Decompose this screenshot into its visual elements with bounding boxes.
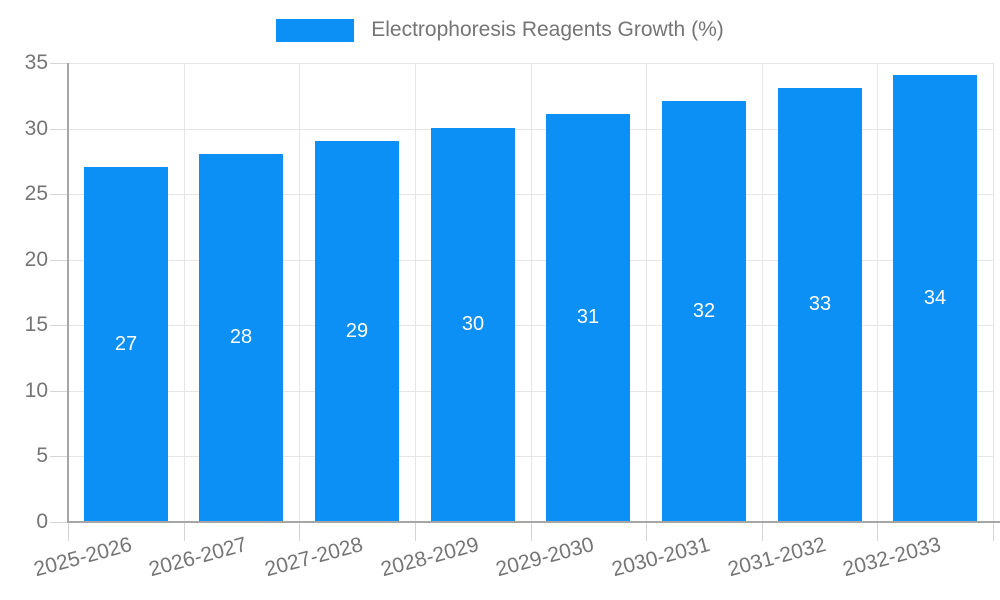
bar-value-label: 29 bbox=[345, 319, 369, 342]
bar[interactable]: 33 bbox=[778, 88, 862, 521]
bar-value-label: 30 bbox=[461, 313, 485, 335]
x-tick bbox=[299, 522, 300, 541]
y-tick bbox=[50, 522, 68, 523]
bar[interactable]: 27 bbox=[84, 167, 168, 521]
y-tick-label: 35 bbox=[24, 51, 48, 74]
bar-value-label: 28 bbox=[229, 326, 253, 348]
y-axis-line bbox=[67, 63, 69, 522]
y-tick bbox=[50, 325, 68, 326]
bar[interactable]: 34 bbox=[893, 75, 977, 521]
x-tick bbox=[646, 522, 647, 541]
y-tick-label: 10 bbox=[24, 379, 48, 402]
x-category-label: 2032-2033 bbox=[839, 533, 943, 582]
x-tick bbox=[531, 522, 532, 541]
x-tick bbox=[877, 522, 878, 541]
bar[interactable]: 29 bbox=[315, 141, 399, 521]
y-tick bbox=[50, 194, 68, 195]
x-category-label: 2028-2029 bbox=[377, 533, 481, 582]
y-tick-label: 20 bbox=[24, 248, 48, 271]
bar[interactable]: 28 bbox=[199, 154, 283, 521]
x-gridline bbox=[415, 63, 416, 522]
y-gridline bbox=[68, 63, 993, 64]
x-gridline bbox=[299, 63, 300, 522]
bar-value-label: 34 bbox=[923, 286, 947, 309]
y-tick bbox=[50, 456, 68, 457]
y-gridline bbox=[68, 456, 993, 457]
bar-value-label: 32 bbox=[692, 299, 716, 322]
x-gridline bbox=[762, 63, 763, 522]
y-gridline bbox=[68, 325, 993, 326]
x-gridline bbox=[646, 63, 647, 522]
x-category-label: 2026-2027 bbox=[145, 533, 249, 582]
x-category-label: 2029-2030 bbox=[492, 533, 596, 582]
y-tick-label: 25 bbox=[24, 182, 48, 205]
y-tick bbox=[50, 63, 68, 64]
y-gridline bbox=[68, 129, 993, 130]
y-tick-label: 30 bbox=[24, 117, 48, 140]
bar[interactable]: 30 bbox=[431, 128, 515, 521]
y-gridline bbox=[68, 391, 993, 392]
legend-label: Electrophoresis Reagents Growth (%) bbox=[371, 18, 724, 41]
y-tick-label: 0 bbox=[36, 510, 48, 533]
bar[interactable]: 31 bbox=[546, 114, 630, 521]
x-axis-line bbox=[67, 521, 1000, 523]
x-tick bbox=[993, 522, 994, 541]
x-gridline bbox=[531, 63, 532, 522]
x-category-label: 2031-2032 bbox=[724, 533, 828, 582]
x-category-label: 2027-2028 bbox=[261, 533, 365, 582]
x-gridline bbox=[184, 63, 185, 522]
legend[interactable]: Electrophoresis Reagents Growth (%) bbox=[0, 18, 1000, 42]
y-tick bbox=[50, 391, 68, 392]
bar-value-label: 27 bbox=[114, 332, 138, 355]
bar[interactable]: 32 bbox=[662, 101, 746, 521]
x-tick bbox=[184, 522, 185, 541]
y-tick-label: 5 bbox=[36, 444, 48, 467]
y-tick-label: 15 bbox=[24, 313, 48, 336]
x-gridline bbox=[993, 63, 994, 522]
y-tick bbox=[50, 260, 68, 261]
x-tick bbox=[68, 522, 69, 541]
bar-value-label: 31 bbox=[576, 306, 600, 328]
x-tick bbox=[762, 522, 763, 541]
x-gridline bbox=[877, 63, 878, 522]
y-gridline bbox=[68, 194, 993, 195]
x-tick bbox=[415, 522, 416, 541]
y-gridline bbox=[68, 260, 993, 261]
x-category-label: 2030-2031 bbox=[608, 533, 712, 582]
y-tick bbox=[50, 129, 68, 130]
legend-swatch bbox=[276, 18, 355, 42]
x-category-label: 2025-2026 bbox=[30, 533, 134, 582]
bar-value-label: 33 bbox=[808, 293, 832, 315]
